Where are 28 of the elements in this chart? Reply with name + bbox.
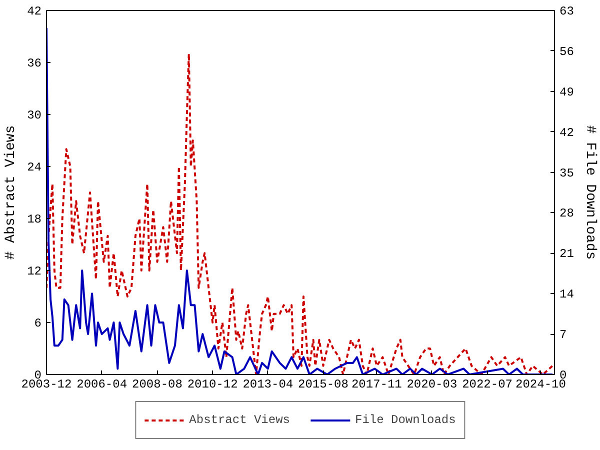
y2-tick-label: 35 [560,166,574,180]
y2-tick-label: 42 [560,126,574,140]
legend-label: Abstract Views [189,413,290,427]
y-tick-label: 24 [27,160,42,174]
y2-tick-label: 56 [560,44,574,59]
y2-tick-label: 21 [560,247,574,262]
x-tick-label: 2020-03 [406,378,458,392]
y-tick-label: 36 [27,56,42,70]
y2-tick-label: 49 [560,85,574,100]
x-tick-label: 2006-04 [76,378,128,392]
y2-tick-label: 14 [560,288,574,302]
y2-tick-label: 63 [560,4,574,18]
x-tick-label: 2010-12 [187,378,238,392]
y-tick-label: 30 [27,108,42,122]
y2-tick-label: 28 [560,206,574,221]
x-tick-label: 2008-08 [132,378,182,392]
y2-axis-title: # File Downloads [582,125,598,260]
y-tick-label: 12 [27,264,42,278]
legend-label: File Downloads [355,413,456,427]
y-tick-label: 18 [27,212,42,226]
x-tick-label: 2015-08 [298,378,348,392]
x-tick-label: 2017-11 [351,378,402,392]
y-tick-label: 42 [27,4,42,18]
x-tick-label: 2022-07 [462,378,512,392]
y-axis-title: # Abstract Views [3,125,20,260]
x-tick-label: 2013-04 [242,378,294,392]
y2-tick-label: 7 [560,328,567,342]
y-tick-label: 6 [34,316,42,330]
